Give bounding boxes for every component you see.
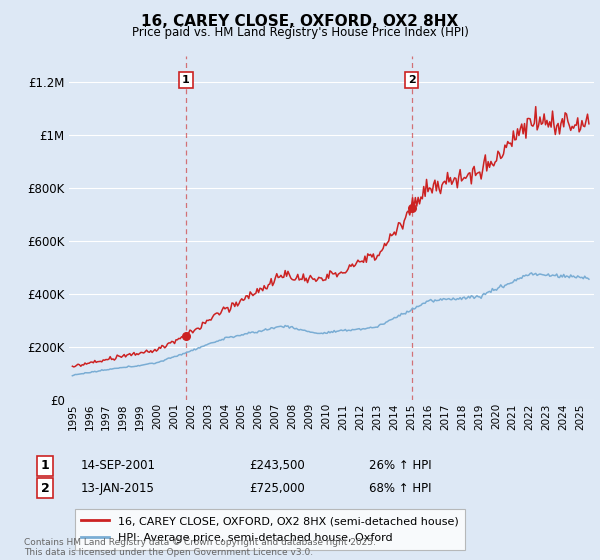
Text: 26% ↑ HPI: 26% ↑ HPI: [369, 459, 431, 473]
Text: 1: 1: [41, 459, 49, 473]
Text: 13-JAN-2015: 13-JAN-2015: [81, 482, 155, 495]
Text: 2: 2: [41, 482, 49, 495]
Legend: 16, CAREY CLOSE, OXFORD, OX2 8HX (semi-detached house), HPI: Average price, semi: 16, CAREY CLOSE, OXFORD, OX2 8HX (semi-d…: [74, 509, 466, 550]
Text: Contains HM Land Registry data © Crown copyright and database right 2025.
This d: Contains HM Land Registry data © Crown c…: [24, 538, 376, 557]
Text: Price paid vs. HM Land Registry's House Price Index (HPI): Price paid vs. HM Land Registry's House …: [131, 26, 469, 39]
Text: 2: 2: [408, 75, 416, 85]
Text: 16, CAREY CLOSE, OXFORD, OX2 8HX: 16, CAREY CLOSE, OXFORD, OX2 8HX: [142, 14, 458, 29]
Text: 68% ↑ HPI: 68% ↑ HPI: [369, 482, 431, 495]
Text: 14-SEP-2001: 14-SEP-2001: [81, 459, 156, 473]
Text: £243,500: £243,500: [249, 459, 305, 473]
Text: 1: 1: [182, 75, 190, 85]
Text: £725,000: £725,000: [249, 482, 305, 495]
